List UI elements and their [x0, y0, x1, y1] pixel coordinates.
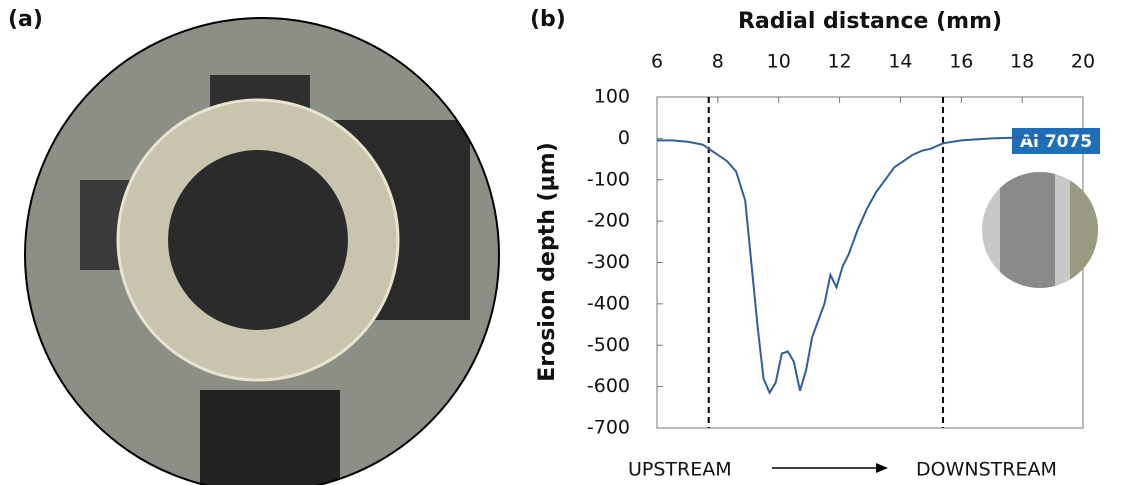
- upstream-label: UPSTREAM: [628, 459, 732, 481]
- panel-label: (a): [8, 7, 43, 32]
- x-axis-title: Radial distance (mm): [738, 9, 1002, 34]
- y-tick-label: -700: [587, 417, 630, 439]
- y-tick-label: 0: [618, 127, 630, 149]
- x-tick-label: 20: [1071, 51, 1095, 73]
- flow-arrowhead: [876, 463, 888, 473]
- x-tick-label: 8: [712, 51, 724, 73]
- y-tick-label: -200: [587, 210, 630, 232]
- material-label: Al 7075: [1020, 132, 1092, 152]
- y-tick-label: 100: [594, 86, 630, 108]
- x-tick-label: 16: [949, 51, 973, 73]
- y-tick-label: -500: [587, 334, 630, 356]
- y-axis-title: Erosion depth (µm): [535, 142, 560, 382]
- downstream-label: DOWNSTREAM: [916, 459, 1057, 481]
- x-tick-label: 14: [888, 51, 912, 73]
- data-line: [657, 136, 1053, 396]
- x-tick-label: 18: [1010, 51, 1034, 73]
- x-tick-label: 10: [767, 51, 791, 73]
- y-tick-label: -600: [587, 375, 630, 397]
- material-badge: [1012, 128, 1100, 154]
- y-tick-label: -300: [587, 251, 630, 273]
- inset-photo: [982, 172, 1098, 288]
- y-tick-label: -100: [587, 168, 630, 190]
- photo: [25, 18, 499, 485]
- photo-border: [24, 17, 500, 485]
- x-tick-label: 12: [827, 51, 851, 73]
- panel-label: (b): [530, 7, 566, 32]
- x-tick-label: 6: [651, 51, 663, 73]
- y-tick-label: -400: [587, 292, 630, 314]
